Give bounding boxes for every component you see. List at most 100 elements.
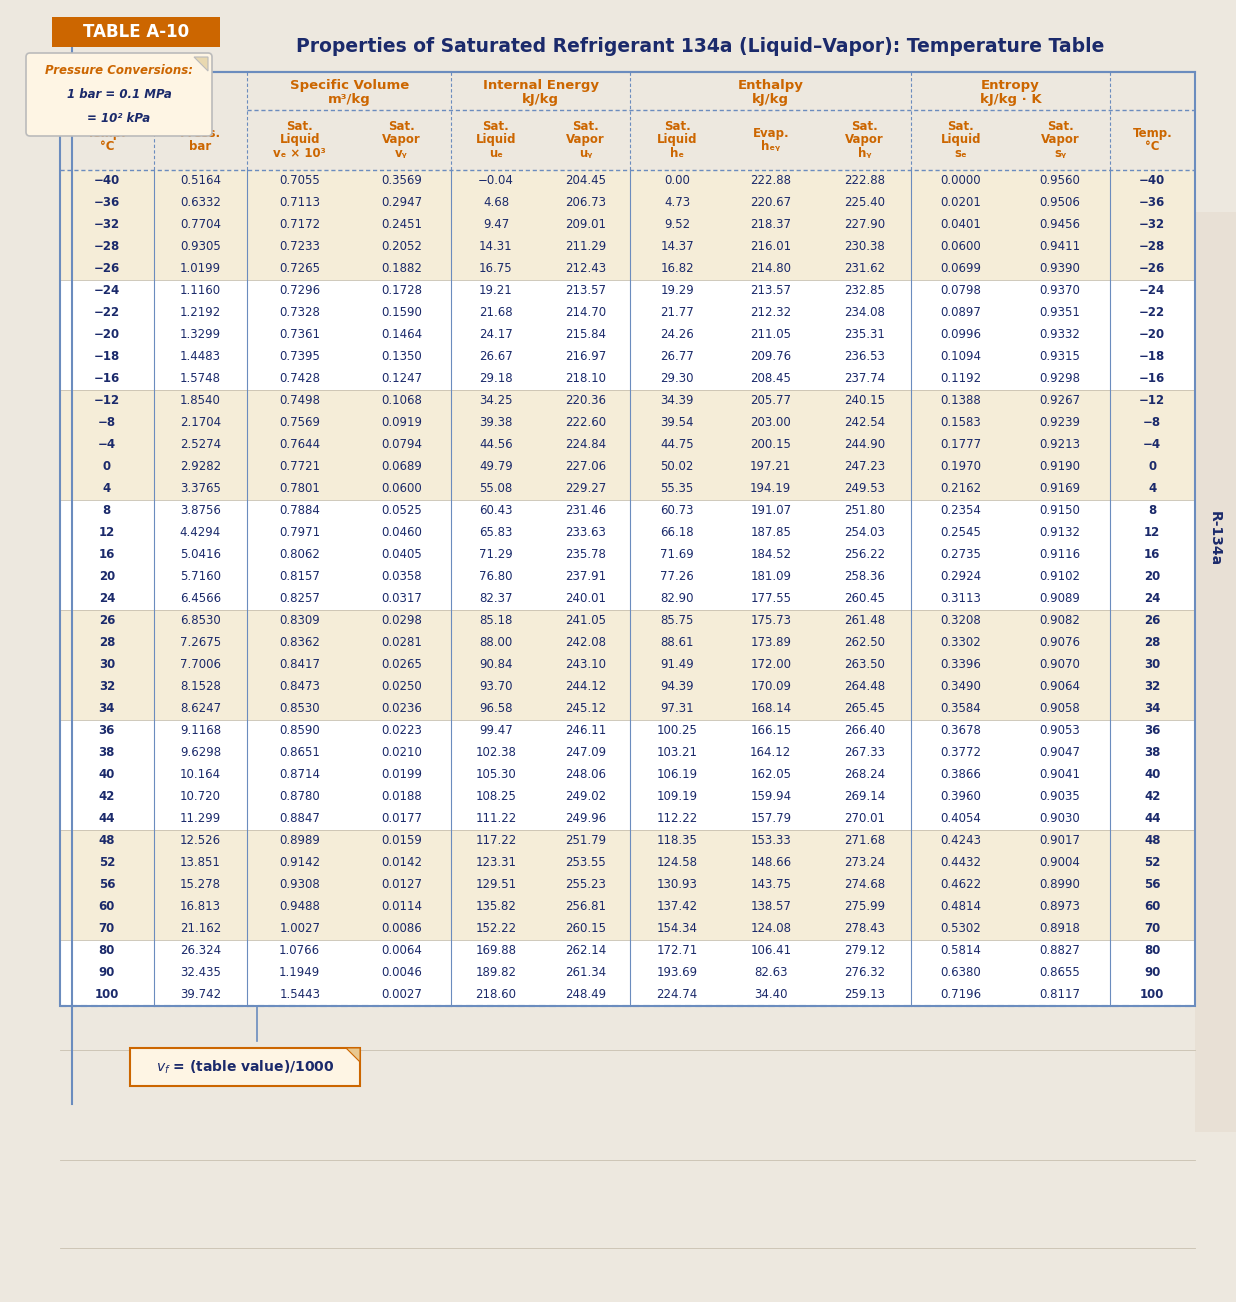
Text: 66.18: 66.18 [660,526,693,539]
Text: 194.19: 194.19 [750,483,791,496]
Text: 0.8780: 0.8780 [279,790,320,803]
Text: 203.00: 203.00 [750,417,791,430]
Text: 0.0298: 0.0298 [381,615,421,628]
FancyBboxPatch shape [130,1048,360,1086]
Text: −40: −40 [94,174,120,187]
Text: 0.9053: 0.9053 [1039,724,1080,737]
Bar [61,500,1195,522]
Text: 0.3396: 0.3396 [941,659,981,672]
Text: 106.19: 106.19 [656,768,697,781]
Text: 265.45: 265.45 [844,703,885,716]
Text: 1.2192: 1.2192 [180,306,221,319]
Text: kJ/kg · K: kJ/kg · K [980,92,1041,105]
Text: 108.25: 108.25 [476,790,517,803]
Text: 16.813: 16.813 [180,901,221,914]
Bar [61,324,1195,346]
Text: 255.23: 255.23 [565,879,606,892]
Text: 0.9017: 0.9017 [1039,835,1080,848]
Text: Sat.: Sat. [388,120,415,133]
Text: 0.3584: 0.3584 [941,703,981,716]
Text: 214.70: 214.70 [565,306,606,319]
Text: 70: 70 [99,923,115,936]
Text: 90.84: 90.84 [480,659,513,672]
Text: 124.08: 124.08 [750,923,791,936]
Text: 8: 8 [103,504,111,517]
Text: −16: −16 [94,372,120,385]
Text: −22: −22 [1140,306,1166,319]
Text: 88.61: 88.61 [660,637,693,650]
Text: 0.0699: 0.0699 [941,263,981,276]
Text: = 10² kPa: = 10² kPa [88,112,151,125]
Text: 212.43: 212.43 [565,263,606,276]
Text: 38: 38 [1145,746,1161,759]
Text: 189.82: 189.82 [476,966,517,979]
Text: 0.7395: 0.7395 [279,350,320,363]
Text: °C: °C [100,141,114,154]
Text: 246.11: 246.11 [565,724,606,737]
Text: 0.2545: 0.2545 [941,526,981,539]
Text: −36: −36 [1140,197,1166,210]
Text: vₑ × 10³: vₑ × 10³ [273,147,326,160]
Text: 100.25: 100.25 [656,724,697,737]
Text: −26: −26 [94,263,120,276]
Text: 269.14: 269.14 [844,790,885,803]
Text: R-134a: R-134a [1208,512,1222,566]
Text: −8: −8 [98,417,116,430]
Text: m³/kg: m³/kg [328,92,371,105]
Text: 243.10: 243.10 [565,659,606,672]
Text: 0.1728: 0.1728 [381,285,423,297]
Text: 0.1882: 0.1882 [381,263,421,276]
Text: 256.22: 256.22 [844,548,885,561]
Text: 36: 36 [99,724,115,737]
Text: 0.3772: 0.3772 [941,746,981,759]
Text: Liquid: Liquid [656,134,697,147]
Text: 0.7172: 0.7172 [279,219,320,232]
Text: 229.27: 229.27 [565,483,606,496]
Text: 172.71: 172.71 [656,944,697,957]
Text: 248.06: 248.06 [565,768,606,781]
Text: 0.9030: 0.9030 [1039,812,1080,825]
Text: 206.73: 206.73 [565,197,606,210]
Text: 184.52: 184.52 [750,548,791,561]
Text: 154.34: 154.34 [656,923,697,936]
Text: 208.45: 208.45 [750,372,791,385]
Text: 20: 20 [1145,570,1161,583]
Text: 29.30: 29.30 [660,372,693,385]
Text: 0.3113: 0.3113 [941,592,981,605]
Text: 32.435: 32.435 [180,966,221,979]
Text: 0.1350: 0.1350 [381,350,421,363]
Text: 0.0210: 0.0210 [381,746,421,759]
Text: 34: 34 [1145,703,1161,716]
Text: 102.38: 102.38 [476,746,517,759]
Text: Properties of Saturated Refrigerant 134a (Liquid–Vapor): Temperature Table: Properties of Saturated Refrigerant 134a… [295,38,1104,56]
Text: 0.0897: 0.0897 [941,306,981,319]
Text: 211.29: 211.29 [565,241,606,254]
Bar [61,171,1195,191]
Text: 60.73: 60.73 [660,504,693,517]
Text: 0.0600: 0.0600 [941,241,981,254]
Text: 10.164: 10.164 [180,768,221,781]
Text: 52: 52 [1145,857,1161,870]
Text: −32: −32 [94,219,120,232]
Text: 0.9089: 0.9089 [1039,592,1080,605]
Text: Evap.: Evap. [753,126,789,139]
FancyBboxPatch shape [26,53,213,135]
Text: 0.1590: 0.1590 [381,306,421,319]
Text: 0.0405: 0.0405 [381,548,421,561]
Text: 0.0250: 0.0250 [381,681,421,694]
Text: 0.7704: 0.7704 [180,219,221,232]
Bar [61,589,1195,611]
Text: 0.8989: 0.8989 [279,835,320,848]
Text: 0.8473: 0.8473 [279,681,320,694]
Text: 0.9305: 0.9305 [180,241,221,254]
Text: TABLE A-10: TABLE A-10 [83,23,189,40]
Text: −4: −4 [98,439,116,452]
Text: −32: −32 [1140,219,1166,232]
Text: 263.50: 263.50 [844,659,885,672]
Text: 24: 24 [99,592,115,605]
Bar [61,478,1195,500]
Text: −12: −12 [1140,395,1166,408]
Text: 29.18: 29.18 [480,372,513,385]
Text: 0.9190: 0.9190 [1039,461,1080,474]
Bar [61,631,1195,654]
